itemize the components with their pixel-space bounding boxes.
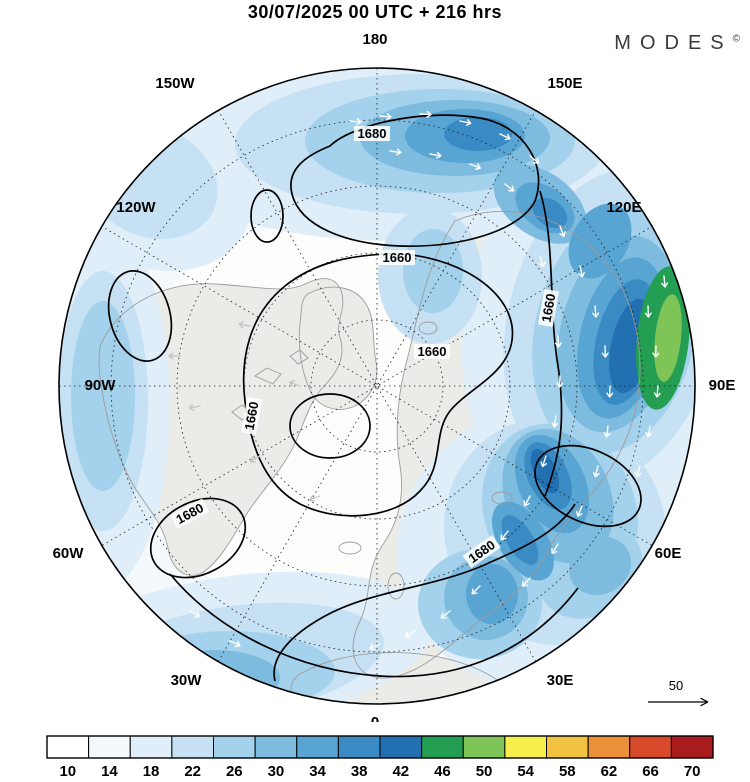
- contour-polar-cell: [289, 393, 371, 459]
- colorbar-cell: [504, 735, 548, 759]
- colorbar-tick-label: 10: [59, 763, 76, 780]
- lon-label-30w: 30W: [171, 672, 203, 689]
- colorbar-tick-label: 42: [392, 763, 409, 780]
- island: [338, 541, 362, 555]
- lon-label-0: 0: [371, 714, 379, 722]
- reference-arrow-label: 50: [669, 678, 683, 693]
- colorbar-cell: [213, 735, 256, 759]
- lon-label-90w: 90W: [85, 377, 117, 394]
- polar-map: 1680 1660 1660 1660 1680 1660 1680 180 1…: [53, 31, 736, 722]
- arctic-island: [289, 349, 309, 365]
- modes-logo-text: MODES: [614, 32, 733, 54]
- lon-label-150w: 150W: [155, 75, 195, 92]
- inland-sea: [491, 491, 513, 505]
- arctic-island: [254, 367, 282, 385]
- colorbar-cell: [670, 735, 714, 759]
- colorbar-tick-label: 66: [642, 763, 659, 780]
- colorbar-tick-label: 46: [434, 763, 451, 780]
- colorbar-cell: [254, 735, 298, 759]
- lon-label-120w: 120W: [116, 199, 156, 216]
- colorbar-cell: [421, 735, 464, 759]
- chart-title: 30/07/2025 00 UTC + 216 hrs: [247, 2, 503, 22]
- colorbar-cell: [587, 735, 631, 759]
- colorbar-tick-labels: 10 14 18 22 26 30 34 38 42 46 50 54 58 62 66 70: [59, 763, 700, 780]
- contour-trough-axis: [539, 190, 563, 497]
- colorbar-tick-label: 26: [226, 763, 243, 780]
- modes-logo: MODES©: [614, 32, 740, 55]
- colorbar-tick-label: 50: [476, 763, 493, 780]
- colorbar-cell: [379, 735, 423, 759]
- colorbar-tick-label: 18: [143, 763, 160, 780]
- contour-1680-top: [290, 114, 540, 247]
- contour-east-cell: [534, 444, 642, 528]
- colorbar-cell: [462, 735, 506, 759]
- lon-label-180: 180: [362, 31, 387, 48]
- colorbar-cell: [337, 735, 381, 759]
- map-boundary-circle: [58, 67, 696, 705]
- island: [387, 572, 405, 600]
- colorbar-cell: [546, 735, 589, 759]
- contour-label: 1660: [383, 250, 412, 265]
- copyright-mark: ©: [732, 33, 740, 45]
- height-contours: [107, 114, 642, 682]
- green-core-inner: [654, 294, 682, 382]
- colorbar-tick-label: 34: [309, 763, 326, 780]
- contour-1680-southeast: [273, 503, 576, 682]
- lon-label-120e: 120E: [606, 199, 641, 216]
- colorbar-cell: [296, 735, 339, 759]
- map-interior: [59, 68, 695, 704]
- lon-label-60e: 60E: [655, 545, 682, 562]
- colorbar-tick-label: 62: [601, 763, 618, 780]
- colorbar-border: [46, 735, 714, 759]
- contour-1660-central: [242, 253, 514, 517]
- contour-label: 1660: [242, 400, 262, 431]
- colorbar: 10 14 18 22 26 30 34 38 42 46 50 54 58 62 66 70: [46, 735, 714, 780]
- lon-label-90e: 90E: [709, 377, 736, 394]
- reference-arrow-glyph: [648, 697, 709, 707]
- colorbar-cell: [46, 735, 90, 759]
- colorbar-tick-label: 14: [101, 763, 118, 780]
- colorbar-cell: [88, 735, 131, 759]
- longitude-labels: 180 150W 150E 120W 120E 90W 90E 60W 60E …: [53, 31, 736, 722]
- graticule: [59, 68, 695, 704]
- contour-1680-bottom: [169, 573, 579, 678]
- contour-label-box: [240, 396, 263, 435]
- lon-label-150e: 150E: [547, 75, 582, 92]
- contour-label: 1660: [418, 344, 447, 359]
- colorbar-tick-label: 38: [351, 763, 368, 780]
- contour-label-box: [170, 498, 210, 529]
- contour-label-box: [537, 288, 560, 327]
- reference-arrow: 50: [648, 678, 709, 707]
- colorbar-tick-label: 30: [268, 763, 285, 780]
- contour-label: 1660: [539, 292, 559, 323]
- contour-label-box: [379, 250, 415, 265]
- contour-label-box: [462, 535, 501, 569]
- colorbar-cell: [171, 735, 215, 759]
- contour-1680-west: [149, 497, 247, 579]
- contour-west-cell: [107, 270, 173, 362]
- colorbar-cells: [46, 735, 714, 759]
- colorbar-tick-label: 22: [184, 763, 201, 780]
- island: [418, 321, 438, 335]
- colorbar-cell: [629, 735, 672, 759]
- contour-label-box: [414, 344, 450, 359]
- lon-label-30e: 30E: [547, 672, 574, 689]
- contour-label: 1680: [358, 126, 387, 141]
- colorbar-tick-label: 58: [559, 763, 576, 780]
- colorbar-tick-label: 70: [684, 763, 701, 780]
- contour-small-cell: [250, 189, 284, 243]
- colorbar-cell: [129, 735, 173, 759]
- contour-label-box: [354, 126, 390, 141]
- lon-label-60w: 60W: [53, 545, 85, 562]
- colorbar-tick-label: 54: [517, 763, 534, 780]
